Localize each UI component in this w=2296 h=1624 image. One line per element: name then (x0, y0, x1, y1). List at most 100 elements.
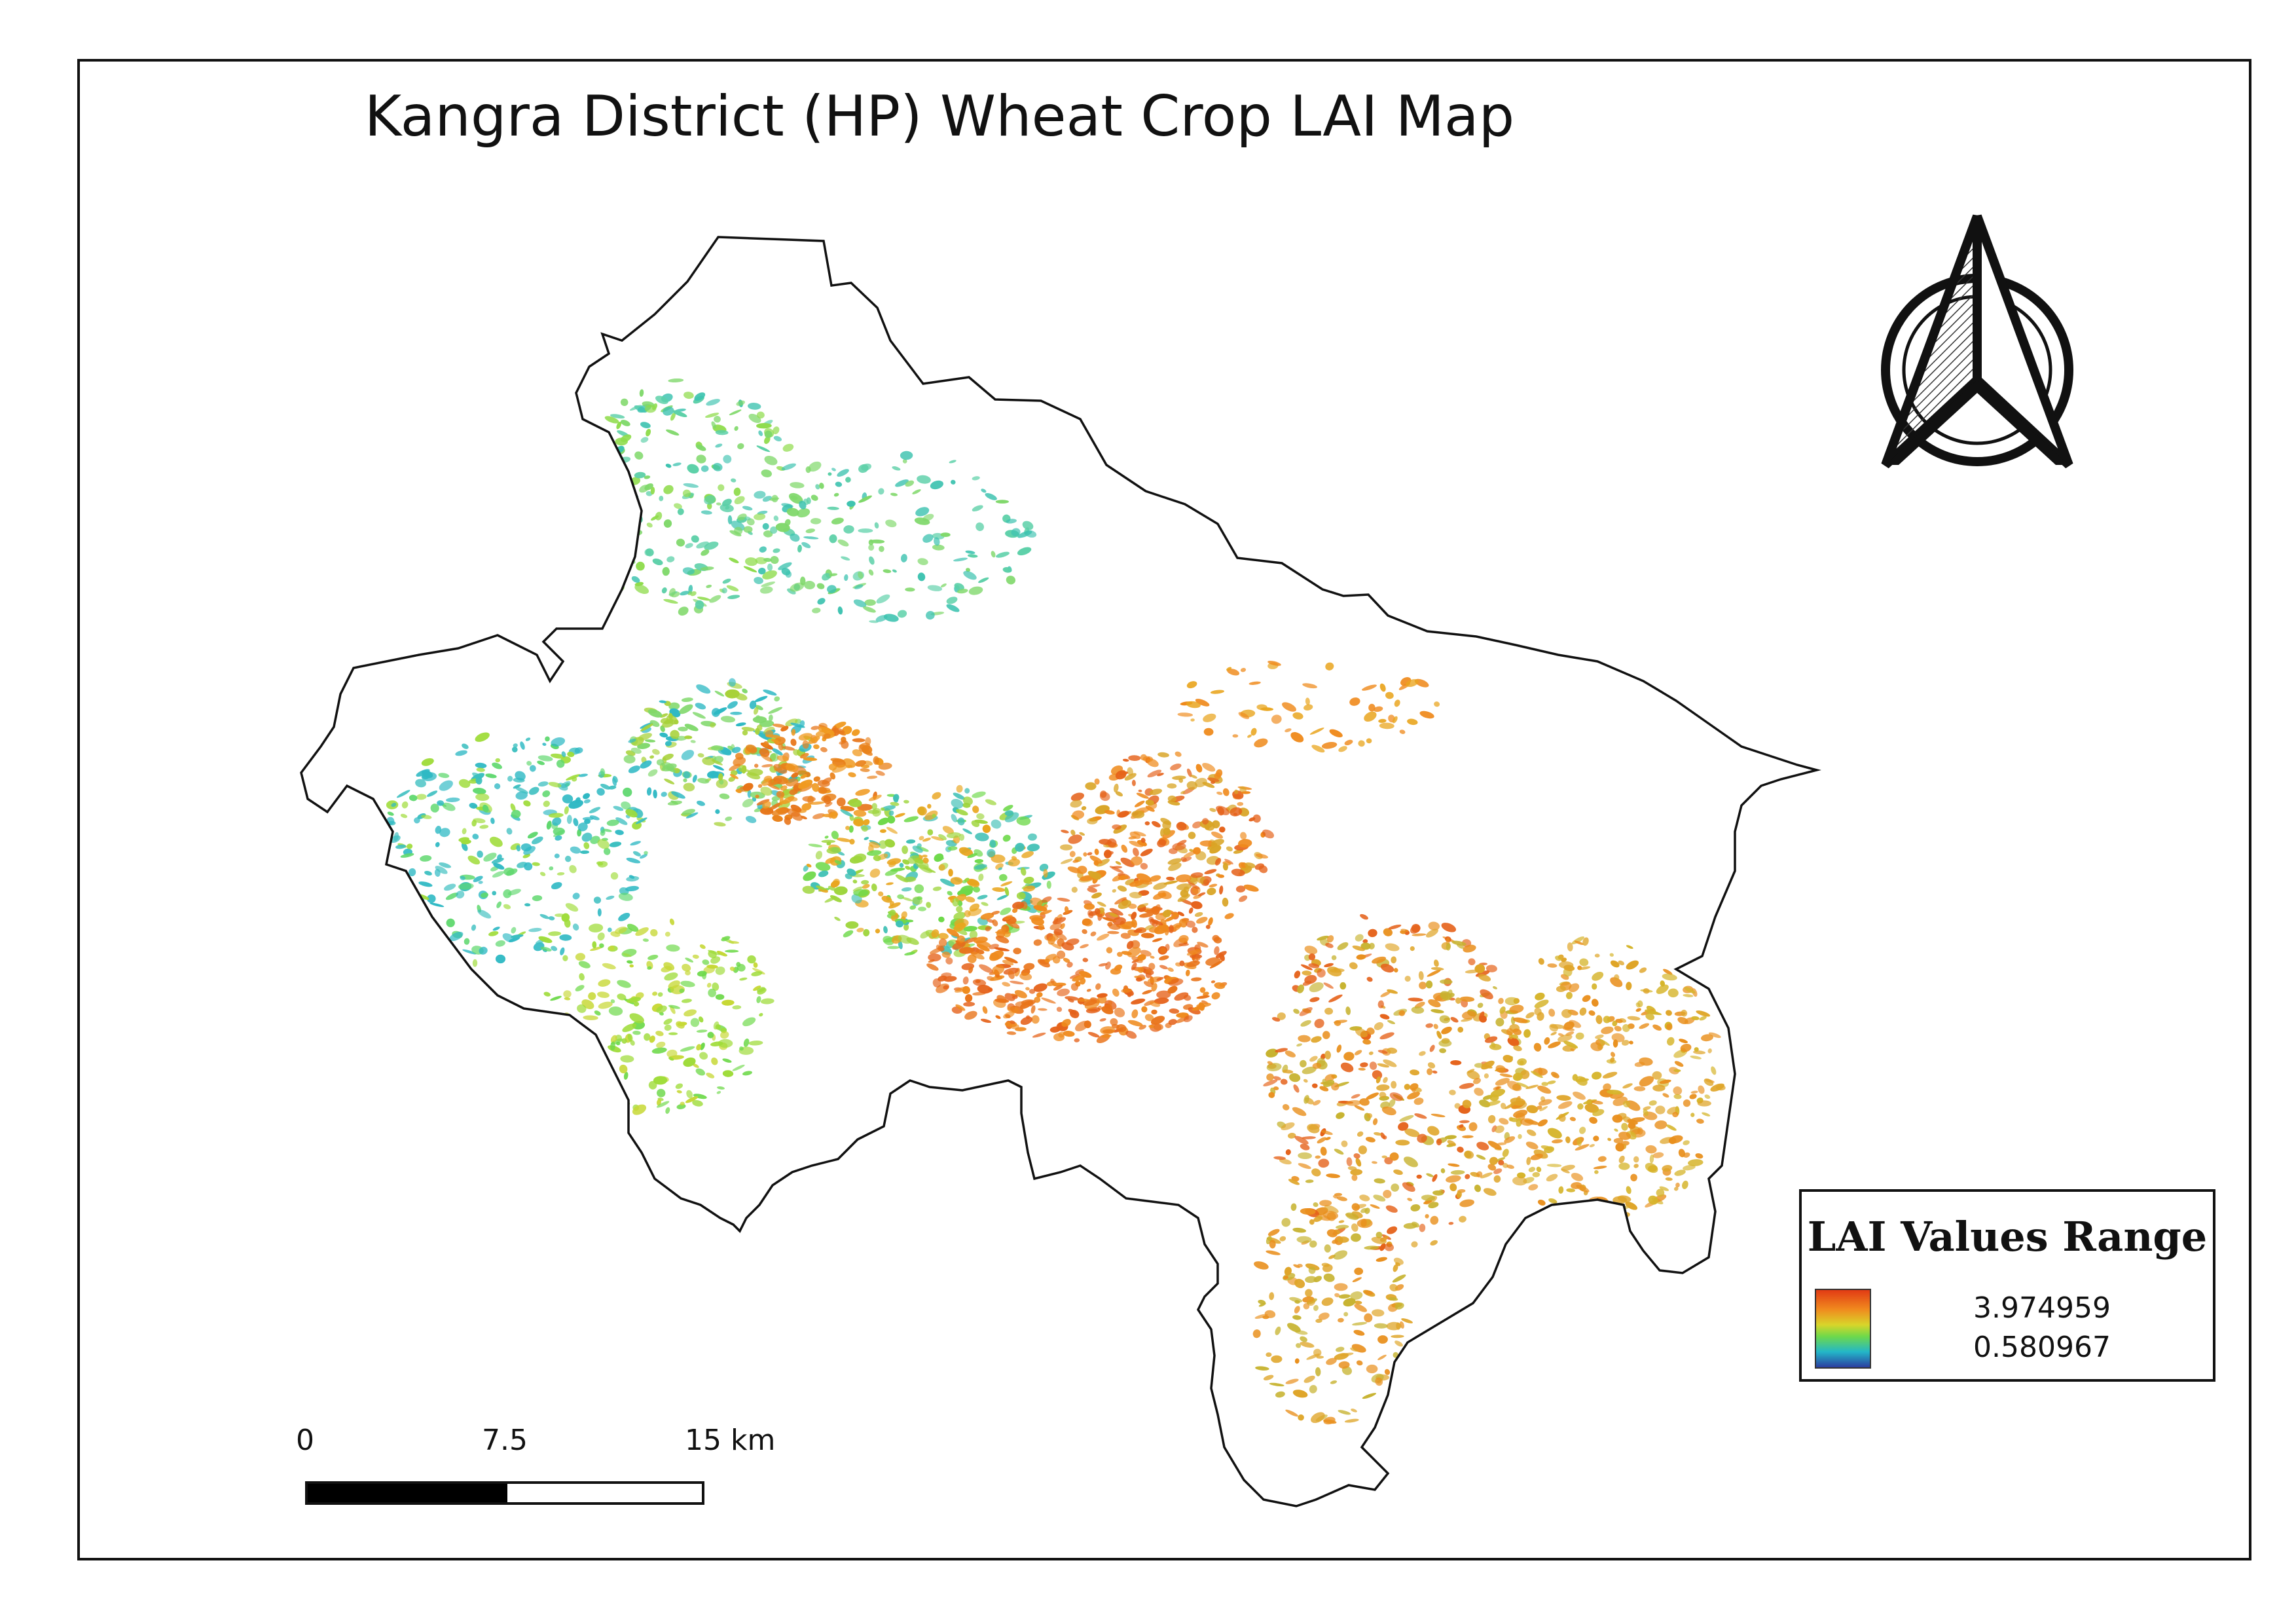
lai-pixel-patch (386, 898, 395, 903)
lai-pixel-patch (773, 515, 779, 521)
lai-pixel-patch (1131, 962, 1137, 970)
lai-pixel-patch (889, 909, 896, 916)
lai-pixel-patch (1681, 1009, 1688, 1017)
lai-pixel-patch (1203, 991, 1209, 996)
lai-pixel-patch (1464, 1150, 1474, 1159)
lai-pixel-patch (710, 745, 724, 751)
lai-pixel-patch (625, 885, 640, 892)
lai-pixel-patch (970, 951, 985, 960)
lai-pixel-patch (675, 1083, 683, 1089)
lai-pixel-patch (560, 1052, 568, 1060)
lai-pixel-patch (1292, 712, 1303, 720)
lai-pixel-patch (575, 953, 585, 961)
lai-pixel-patch (1108, 1000, 1113, 1006)
lai-pixel-patch (1012, 901, 1025, 910)
lai-pixel-patch (1408, 997, 1423, 1002)
lai-pixel-patch (580, 1054, 589, 1060)
lai-pixel-patch (735, 789, 742, 794)
lai-pixel-patch (1016, 892, 1026, 900)
lai-pixel-patch (996, 551, 1010, 558)
lai-pixel-patch (427, 894, 436, 903)
lai-pixel-patch (764, 436, 771, 444)
lai-pixel-patch (612, 545, 621, 553)
lai-pixel-patch (1468, 1122, 1478, 1132)
lai-pixel-patch (1345, 1006, 1351, 1016)
lai-pixel-patch (1172, 775, 1186, 780)
lai-pixel-patch (912, 489, 921, 494)
lai-pixel-patch (1292, 1227, 1307, 1233)
lai-pixel-patch (1465, 1173, 1470, 1179)
lai-pixel-patch (583, 1091, 589, 1098)
lai-pixel-patch (931, 929, 939, 938)
lai-pixel-patch (620, 420, 630, 426)
lai-pixel-patch (742, 688, 748, 693)
lai-pixel-patch (776, 790, 785, 798)
lai-pixel-patch (491, 857, 504, 864)
lai-pixel-patch (612, 550, 625, 558)
lai-pixel-patch (901, 911, 907, 919)
lai-pixel-patch (610, 414, 625, 419)
lai-pixel-patch (1003, 805, 1013, 811)
lai-pixel-patch (1167, 858, 1182, 865)
lai-pixel-patch (1377, 1354, 1387, 1361)
lai-pixel-patch (692, 712, 706, 719)
lai-pixel-patch (594, 556, 600, 564)
lai-pixel-patch (992, 919, 998, 927)
lai-pixel-patch (639, 389, 644, 397)
lai-pixel-patch (1579, 1007, 1587, 1016)
lai-pixel-patch (1546, 1164, 1562, 1168)
lai-pixel-patch (1163, 880, 1178, 885)
lai-pixel-patch (520, 741, 525, 750)
lai-pixel-patch (646, 787, 652, 796)
lai-pixel-patch (720, 1031, 729, 1039)
lai-pixel-patch (662, 721, 674, 728)
lai-pixel-patch (1168, 862, 1182, 872)
lai-pixel-patch (1023, 876, 1034, 884)
lai-pixel-patch (977, 895, 988, 900)
lai-pixel-patch (652, 991, 658, 996)
lai-pixel-patch (1145, 969, 1152, 974)
lai-pixel-patch (543, 991, 551, 997)
district-boundary (300, 236, 1821, 1507)
lai-pixel-patch (676, 1021, 685, 1029)
lai-pixel-patch (1254, 1261, 1269, 1270)
lai-pixel-patch (1186, 781, 1197, 790)
lai-pixel-patch (1032, 1032, 1046, 1038)
lai-pixel-patch (1369, 1061, 1377, 1070)
lai-pixel-patch (786, 808, 801, 817)
lai-pixel-patch (976, 813, 985, 820)
lai-pixel-patch (1231, 868, 1245, 877)
lai-pixel-patch (1439, 1048, 1446, 1054)
lai-pixel-patch (1351, 1233, 1361, 1242)
lai-pixel-patch (1414, 1113, 1427, 1119)
lai-pixel-patch (736, 400, 745, 406)
lai-pixel-patch (726, 585, 739, 592)
lai-pixel-patch (407, 912, 417, 921)
lai-pixel-patch (551, 881, 562, 890)
lai-pixel-patch (467, 855, 481, 865)
lai-pixel-patch (615, 566, 628, 570)
lai-pixel-patch (1476, 1154, 1486, 1160)
lai-pixel-patch (987, 849, 996, 858)
lai-pixel-patch (1196, 917, 1208, 924)
lai-pixel-patch (791, 729, 796, 736)
lai-pixel-patch (679, 704, 693, 714)
lai-pixel-patch (1430, 1008, 1444, 1014)
lai-pixel-patch (458, 883, 474, 890)
lai-pixel-patch (1565, 991, 1573, 999)
lai-pixel-patch (821, 727, 835, 736)
lai-pixel-patch (981, 902, 989, 906)
lai-pixel-patch (992, 887, 1006, 892)
lai-pixel-patch (477, 850, 483, 858)
lai-pixel-patch (620, 398, 629, 407)
lai-pixel-patch (798, 779, 813, 789)
lai-pixel-patch (1030, 1005, 1036, 1014)
lai-pixel-patch (978, 874, 984, 881)
lai-pixel-patch (1260, 707, 1274, 711)
lai-pixel-patch (573, 1062, 587, 1069)
lai-pixel-patch (1033, 983, 1048, 992)
lai-pixel-patch (1537, 1119, 1548, 1127)
lai-pixel-patch (1683, 1140, 1690, 1145)
lai-pixel-patch (581, 460, 596, 471)
lai-pixel-patch (1141, 1006, 1148, 1013)
